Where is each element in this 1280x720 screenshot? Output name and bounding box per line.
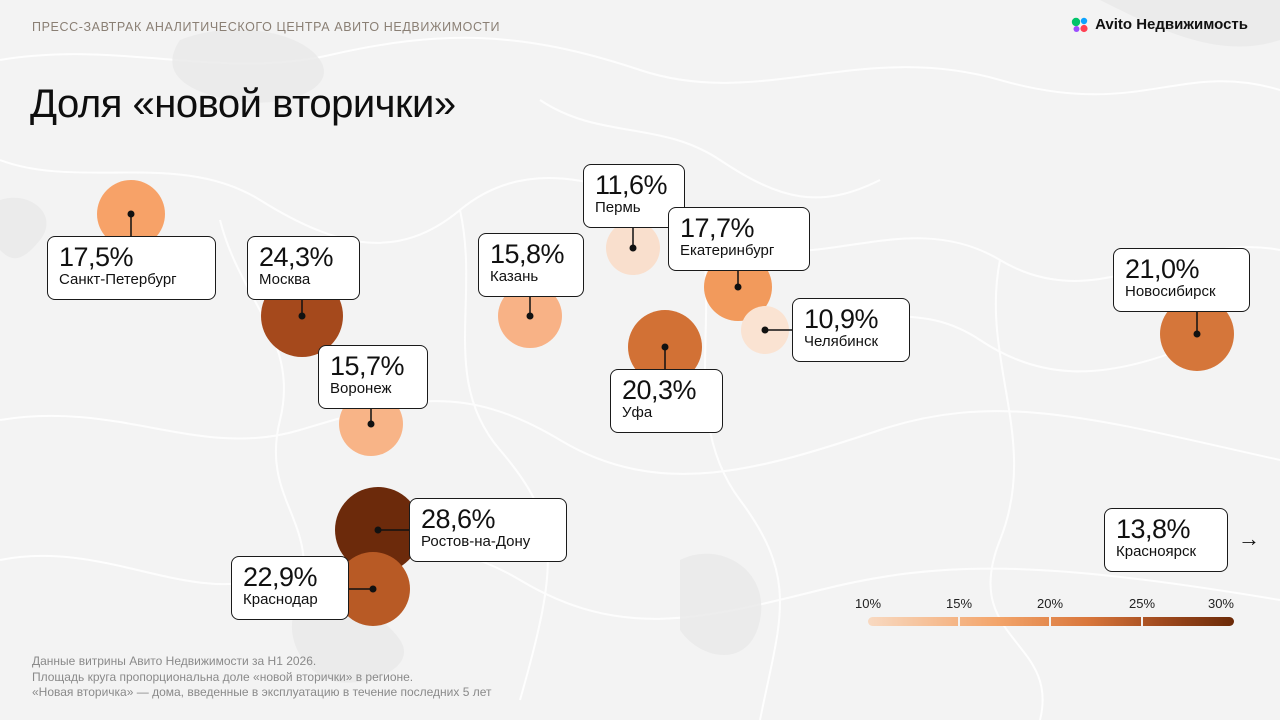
city-name: Новосибирск (1125, 283, 1216, 300)
label-ekb[interactable]: 17,7% Екатеринбург (668, 207, 810, 271)
label-spb[interactable]: 17,5% Санкт-Петербург (47, 236, 216, 300)
offscreen-arrow-icon: → (1238, 526, 1260, 551)
logo-text: Avito Недвижимость (1095, 16, 1248, 33)
share-value: 15,8% (490, 239, 565, 269)
label-krs[interactable]: 13,8% Красноярск (1104, 508, 1228, 572)
city-name: Воронеж (330, 380, 392, 397)
legend-separator (1141, 617, 1143, 626)
label-kzn[interactable]: 15,8% Казань (478, 233, 584, 297)
legend-gradient-bar (868, 617, 1234, 626)
share-value: 22,9% (243, 562, 318, 592)
share-value: 13,8% (1116, 514, 1191, 544)
share-value: 20,3% (622, 375, 697, 405)
label-nsk[interactable]: 21,0% Новосибирск (1113, 248, 1250, 312)
city-name: Казань (490, 268, 539, 285)
city-name: Краснодар (243, 591, 318, 608)
footnote-line: Данные витрины Авито Недвижимости за Н1 … (32, 654, 317, 668)
city-name: Уфа (622, 404, 653, 421)
footnote: Данные витрины Авито Недвижимости за Н1 … (32, 654, 492, 701)
label-vrn[interactable]: 15,7% Воронеж (318, 345, 428, 409)
circle-prm (606, 221, 660, 275)
avito-dots-icon (1071, 17, 1088, 32)
share-value: 21,0% (1125, 254, 1200, 284)
label-ufa[interactable]: 20,3% Уфа (610, 369, 723, 433)
share-value: 17,5% (59, 242, 134, 272)
legend-separator (1049, 617, 1051, 626)
city-name: Санкт-Петербург (59, 271, 177, 288)
share-value: 10,9% (804, 304, 879, 334)
label-rnd[interactable]: 28,6% Ростов-на-Дону (409, 498, 567, 562)
legend-tick: 25% (1128, 596, 1156, 611)
share-value: 17,7% (680, 213, 755, 243)
city-name: Екатеринбург (680, 242, 775, 259)
share-value: 11,6% (595, 170, 668, 200)
legend-tick: 10% (854, 596, 882, 611)
color-legend: 10% 15% 20% 25% 30% (855, 596, 1234, 630)
city-name: Челябинск (804, 333, 879, 350)
label-krd[interactable]: 22,9% Краснодар (231, 556, 349, 620)
city-name: Красноярск (1116, 543, 1197, 560)
page-title: Доля «новой вторички» (30, 82, 456, 126)
city-name: Ростов-на-Дону (421, 533, 531, 550)
footnote-line: Площадь круга пропорциональна доле «ново… (32, 669, 414, 684)
label-chl[interactable]: 10,9% Челябинск (792, 298, 910, 362)
event-header: ПРЕСС-ЗАВТРАК АНАЛИТИЧЕСКОГО ЦЕНТРА АВИТ… (32, 20, 501, 34)
share-value: 24,3% (259, 242, 334, 272)
share-value: 15,7% (330, 351, 405, 381)
share-value: 28,6% (421, 504, 496, 534)
legend-tick: 15% (945, 596, 973, 611)
city-name: Москва (259, 271, 311, 288)
legend-tick: 30% (1207, 596, 1234, 611)
city-name: Пермь (595, 199, 641, 216)
circle-chl (741, 306, 789, 354)
legend-separator (958, 617, 960, 626)
label-msk[interactable]: 24,3% Москва (247, 236, 360, 300)
legend-tick: 20% (1036, 596, 1064, 611)
footnote-line: «Новая вторичка» — дома, введенные в экс… (32, 685, 492, 699)
avito-logo[interactable]: Avito Недвижимость (1071, 16, 1248, 33)
